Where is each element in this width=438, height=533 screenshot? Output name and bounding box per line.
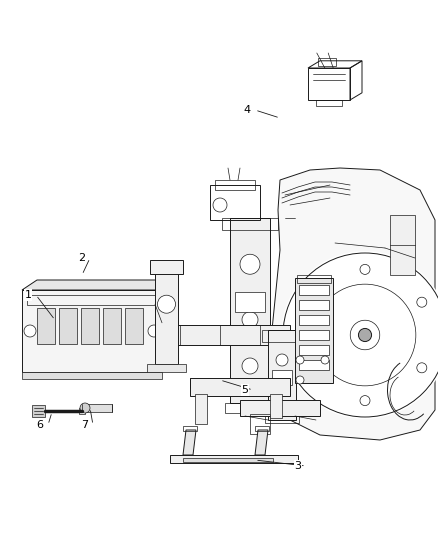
Bar — [22, 372, 162, 379]
Bar — [22, 290, 162, 372]
Bar — [27, 295, 157, 305]
Bar — [103, 308, 121, 344]
Circle shape — [242, 358, 258, 374]
Bar — [215, 180, 255, 190]
Bar — [222, 218, 278, 230]
Bar — [318, 58, 336, 66]
Text: 1: 1 — [25, 290, 32, 300]
Circle shape — [417, 297, 427, 307]
Bar — [299, 345, 329, 355]
Bar — [190, 378, 290, 396]
Bar — [295, 278, 333, 383]
Polygon shape — [183, 430, 196, 455]
Bar — [230, 218, 270, 403]
Circle shape — [358, 328, 371, 342]
Bar — [272, 370, 292, 385]
Bar — [225, 403, 275, 413]
Bar — [299, 360, 329, 370]
Bar — [250, 414, 270, 434]
Circle shape — [148, 325, 160, 337]
Bar — [235, 292, 265, 312]
Polygon shape — [22, 280, 177, 290]
Bar — [268, 330, 296, 420]
Circle shape — [281, 251, 438, 419]
Bar — [147, 364, 186, 372]
Polygon shape — [162, 280, 177, 372]
Circle shape — [296, 356, 304, 364]
Bar — [255, 426, 269, 431]
Bar — [79, 408, 85, 414]
Bar — [59, 308, 77, 344]
Bar — [37, 308, 55, 344]
Bar — [308, 68, 350, 100]
Bar — [316, 100, 342, 106]
Polygon shape — [255, 430, 268, 455]
Circle shape — [321, 356, 329, 364]
Bar — [150, 260, 183, 274]
Circle shape — [358, 328, 371, 342]
Bar — [299, 315, 329, 325]
Text: 6: 6 — [36, 420, 43, 430]
Bar — [170, 455, 298, 463]
Circle shape — [276, 384, 288, 396]
Bar — [195, 394, 207, 424]
Bar — [210, 185, 260, 220]
Circle shape — [240, 254, 260, 274]
Bar — [270, 394, 282, 418]
Bar — [240, 400, 320, 416]
Bar — [125, 308, 143, 344]
Bar — [155, 272, 178, 364]
Circle shape — [213, 198, 227, 212]
Circle shape — [24, 325, 36, 337]
Bar — [299, 285, 329, 295]
Bar — [81, 308, 99, 344]
Bar — [265, 415, 299, 423]
Bar — [299, 330, 329, 340]
Text: 7: 7 — [81, 420, 88, 430]
Circle shape — [303, 297, 313, 307]
Bar — [82, 404, 112, 412]
Bar — [262, 330, 302, 342]
Bar — [297, 275, 331, 283]
Polygon shape — [270, 168, 435, 440]
Bar — [390, 215, 415, 275]
Text: 4: 4 — [244, 105, 251, 115]
Circle shape — [296, 376, 304, 384]
Bar — [183, 426, 197, 431]
Bar — [183, 458, 273, 462]
Bar — [299, 300, 329, 310]
Text: 3: 3 — [294, 461, 301, 471]
Circle shape — [276, 354, 288, 366]
Circle shape — [360, 264, 370, 274]
Text: 2: 2 — [78, 253, 85, 263]
Polygon shape — [32, 405, 45, 417]
Circle shape — [303, 363, 313, 373]
Polygon shape — [155, 325, 290, 345]
Circle shape — [80, 403, 90, 413]
Circle shape — [360, 395, 370, 406]
Circle shape — [242, 312, 258, 328]
Circle shape — [158, 295, 176, 313]
Circle shape — [417, 363, 427, 373]
Text: 5: 5 — [241, 385, 248, 395]
